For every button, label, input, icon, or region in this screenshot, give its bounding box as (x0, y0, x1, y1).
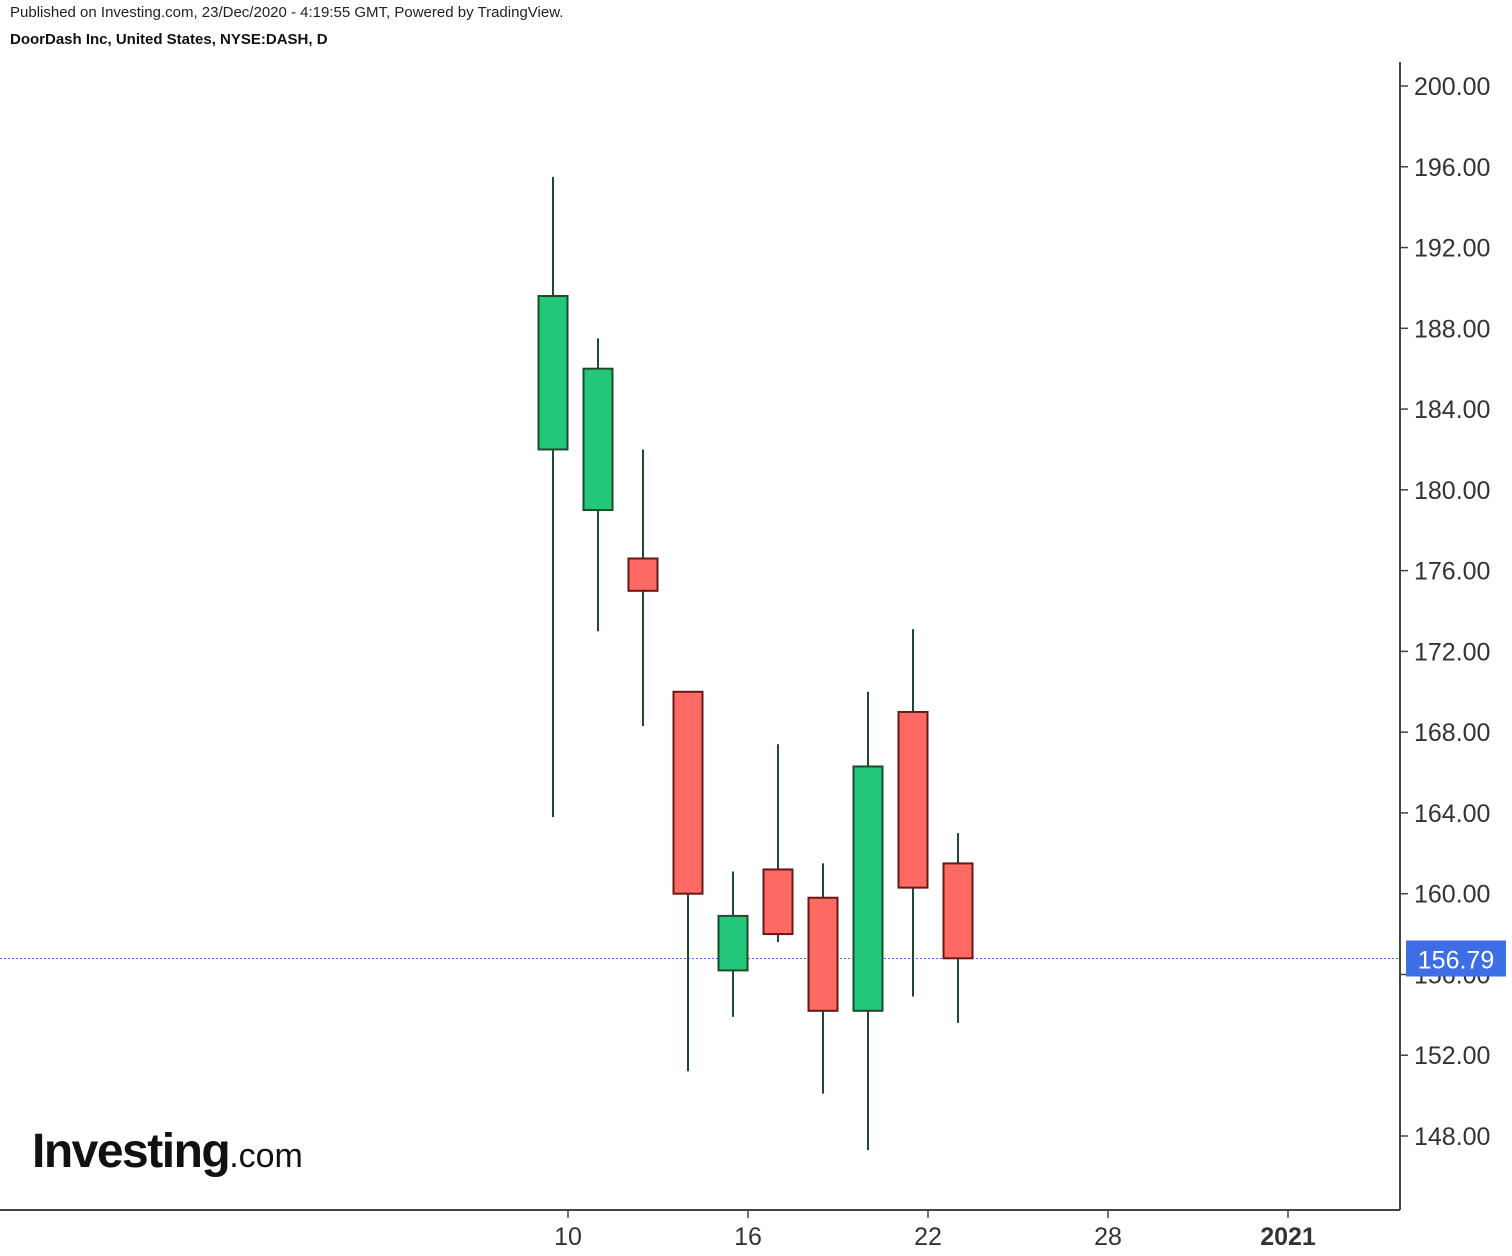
y-tick-label: 164.00 (1414, 800, 1490, 828)
y-tick-label: 168.00 (1414, 719, 1490, 747)
candle (537, 176, 569, 817)
x-tick-label: 28 (1094, 1223, 1122, 1251)
candle (762, 744, 794, 943)
candle-body-down (942, 862, 974, 960)
x-tick-label: 16 (734, 1223, 762, 1251)
y-tick-label: 200.00 (1414, 73, 1490, 101)
x-tick-label: 22 (914, 1223, 942, 1251)
candle-body-down (672, 690, 704, 895)
y-tick-label: 196.00 (1414, 154, 1490, 182)
y-axis: 148.00152.00156.00160.00164.00168.00172.… (1399, 62, 1490, 1210)
candle (672, 690, 704, 1072)
candle-body-down (807, 896, 839, 1012)
candle-body-down (762, 868, 794, 936)
y-tick-label: 148.00 (1414, 1123, 1490, 1151)
x-tick-label: 2021 (1260, 1223, 1316, 1251)
candle-body-down (897, 710, 929, 889)
candles (537, 176, 974, 1151)
candle (852, 691, 884, 1151)
candle (897, 629, 929, 997)
y-tick-label: 192.00 (1414, 235, 1490, 263)
candle (582, 338, 614, 632)
last-price-badge: 156.79 (1406, 940, 1506, 977)
y-tick-label: 172.00 (1414, 638, 1490, 666)
candle-body-up (852, 765, 884, 1012)
candle-body-up (717, 914, 749, 972)
candle (627, 449, 659, 727)
candle-body-up (537, 295, 569, 451)
candle-body-down (627, 557, 659, 592)
published-note: Published on Investing.com, 23/Dec/2020 … (10, 4, 564, 21)
y-tick-label: 160.00 (1414, 881, 1490, 909)
symbol-title: DoorDash Inc, United States, NYSE:DASH, … (10, 31, 328, 48)
x-tick-label: 10 (554, 1223, 582, 1251)
y-tick-label: 152.00 (1414, 1042, 1490, 1070)
y-tick-label: 176.00 (1414, 558, 1490, 586)
y-tick-label: 184.00 (1414, 396, 1490, 424)
candle (942, 833, 974, 1023)
last-price-badge-bg (1406, 940, 1506, 977)
y-tick-label: 180.00 (1414, 477, 1490, 505)
x-axis: 10 16 22 28 2021 (0, 1209, 1400, 1251)
logo-main: Investing (32, 1125, 231, 1178)
y-tick-label: 188.00 (1414, 315, 1490, 343)
last-price-label: 156.79 (1418, 947, 1494, 975)
candle (807, 863, 839, 1094)
candle-body-up (582, 367, 614, 512)
investing-logo: Investing.com (32, 1124, 303, 1179)
candle (717, 871, 749, 1017)
logo-suffix: .com (229, 1137, 303, 1175)
